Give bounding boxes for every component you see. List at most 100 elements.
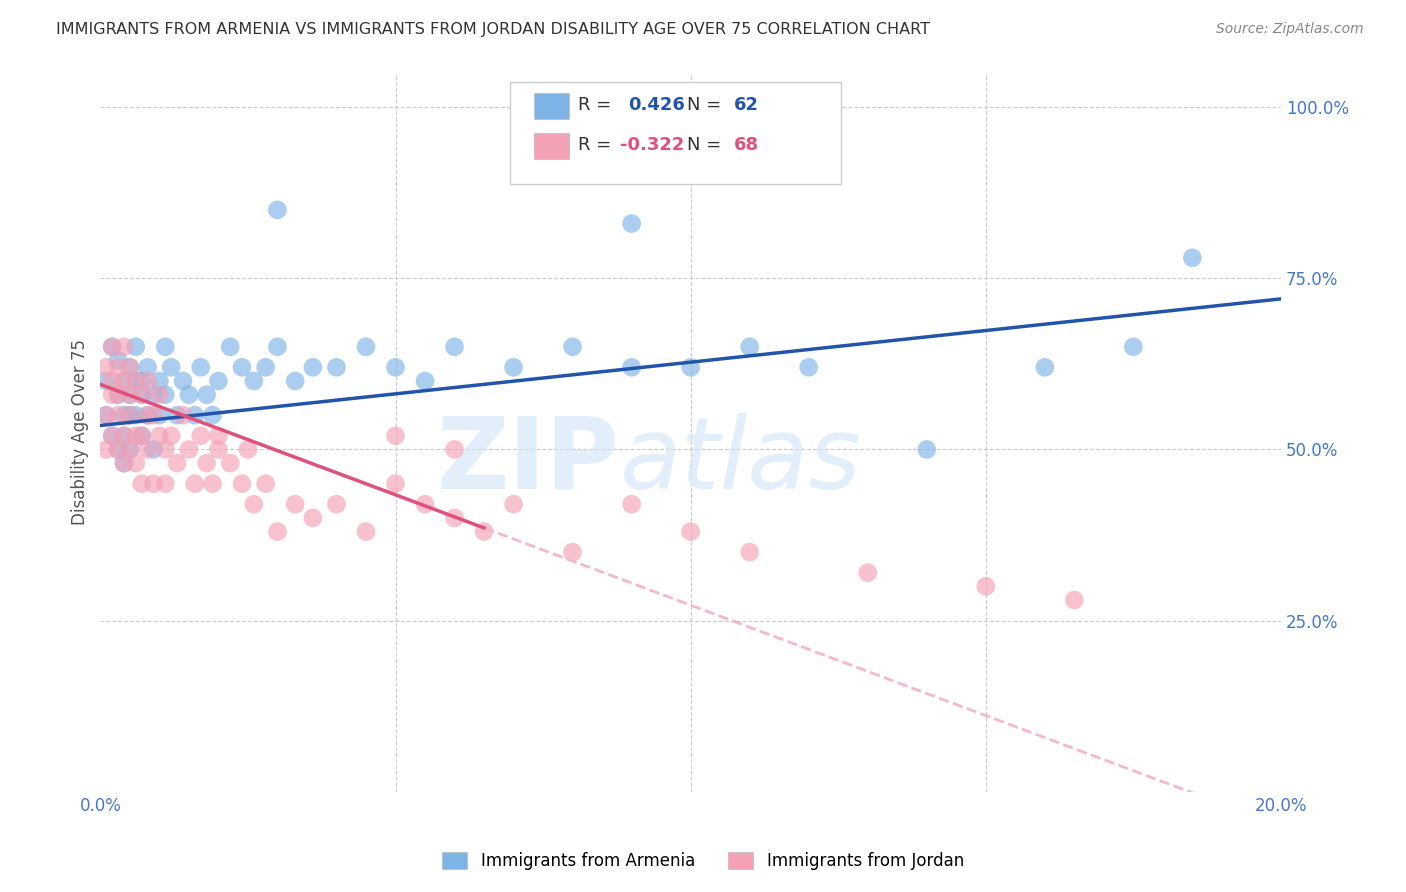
Text: 0.426: 0.426 xyxy=(628,96,685,114)
Legend: Immigrants from Armenia, Immigrants from Jordan: Immigrants from Armenia, Immigrants from… xyxy=(436,845,970,877)
Point xyxy=(112,429,135,443)
Point xyxy=(112,456,135,470)
Point xyxy=(131,374,153,388)
Point xyxy=(118,387,141,401)
Point xyxy=(201,409,224,423)
Point xyxy=(107,387,129,401)
Point xyxy=(107,442,129,457)
Point xyxy=(136,409,159,423)
Point xyxy=(384,360,406,375)
Point xyxy=(266,340,288,354)
Point xyxy=(142,442,165,457)
FancyBboxPatch shape xyxy=(510,82,841,185)
Point xyxy=(195,456,218,470)
FancyBboxPatch shape xyxy=(534,93,569,119)
Point xyxy=(243,497,266,511)
Point xyxy=(172,409,194,423)
Point xyxy=(142,409,165,423)
Point xyxy=(118,442,141,457)
Point xyxy=(118,360,141,375)
Point xyxy=(155,387,177,401)
Point xyxy=(96,442,118,457)
Point xyxy=(266,524,288,539)
Point xyxy=(443,442,465,457)
Point xyxy=(112,374,135,388)
Point xyxy=(125,409,148,423)
Point xyxy=(118,360,141,375)
Point xyxy=(266,202,288,217)
Point xyxy=(1033,360,1056,375)
Point xyxy=(155,340,177,354)
Point xyxy=(118,442,141,457)
Point xyxy=(160,360,183,375)
Point xyxy=(1063,593,1085,607)
Point xyxy=(118,409,141,423)
Point xyxy=(413,497,436,511)
Point xyxy=(915,442,938,457)
Point xyxy=(620,497,643,511)
Text: atlas: atlas xyxy=(620,413,862,509)
Point xyxy=(207,442,229,457)
Point xyxy=(96,409,118,423)
Point xyxy=(195,387,218,401)
Text: 62: 62 xyxy=(734,96,759,114)
Point xyxy=(148,409,170,423)
Point xyxy=(148,387,170,401)
Point xyxy=(190,360,212,375)
Point xyxy=(201,476,224,491)
FancyBboxPatch shape xyxy=(534,133,569,160)
Point xyxy=(101,340,124,354)
Y-axis label: Disability Age Over 75: Disability Age Over 75 xyxy=(72,339,89,525)
Point xyxy=(325,360,347,375)
Point xyxy=(284,374,307,388)
Point xyxy=(384,429,406,443)
Point xyxy=(679,360,702,375)
Point xyxy=(101,429,124,443)
Point xyxy=(219,340,242,354)
Point xyxy=(738,340,761,354)
Point xyxy=(502,497,524,511)
Point xyxy=(112,456,135,470)
Point xyxy=(856,566,879,580)
Point xyxy=(136,442,159,457)
Point xyxy=(107,387,129,401)
Point xyxy=(155,476,177,491)
Point xyxy=(302,511,325,525)
Point xyxy=(125,340,148,354)
Point xyxy=(101,340,124,354)
Point xyxy=(177,387,200,401)
Point xyxy=(620,217,643,231)
Point xyxy=(160,429,183,443)
Point xyxy=(131,429,153,443)
Point xyxy=(184,476,207,491)
Point xyxy=(118,409,141,423)
Point xyxy=(443,511,465,525)
Point xyxy=(738,545,761,559)
Point xyxy=(142,476,165,491)
Point xyxy=(620,360,643,375)
Point xyxy=(284,497,307,511)
Point xyxy=(207,374,229,388)
Point xyxy=(254,476,277,491)
Point xyxy=(236,442,259,457)
Point xyxy=(184,409,207,423)
Point xyxy=(96,360,118,375)
Point xyxy=(148,429,170,443)
Point xyxy=(443,340,465,354)
Point xyxy=(231,360,253,375)
Point xyxy=(131,387,153,401)
Text: N =: N = xyxy=(688,96,727,114)
Point xyxy=(254,360,277,375)
Point xyxy=(472,524,495,539)
Text: IMMIGRANTS FROM ARMENIA VS IMMIGRANTS FROM JORDAN DISABILITY AGE OVER 75 CORRELA: IMMIGRANTS FROM ARMENIA VS IMMIGRANTS FR… xyxy=(56,22,931,37)
Text: 68: 68 xyxy=(734,136,759,153)
Text: R =: R = xyxy=(578,96,623,114)
Point xyxy=(107,442,129,457)
Point xyxy=(354,340,377,354)
Point xyxy=(112,340,135,354)
Point xyxy=(302,360,325,375)
Point xyxy=(177,442,200,457)
Point xyxy=(107,353,129,368)
Point xyxy=(219,456,242,470)
Point xyxy=(797,360,820,375)
